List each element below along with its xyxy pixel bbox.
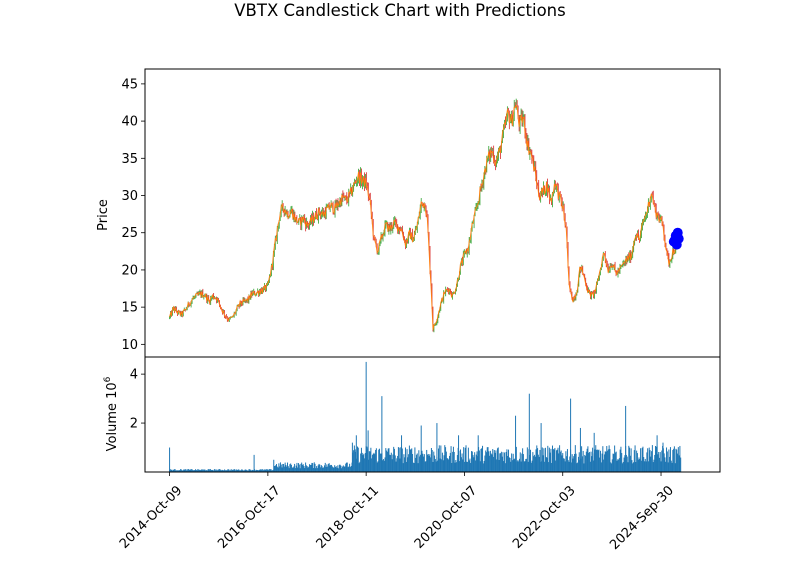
price-marks <box>169 98 684 333</box>
close-price-line <box>169 104 679 331</box>
x-axis-ticks: 2014-Oct-09 2016-Oct-17 2018-Oct-11 2020-Oc… <box>117 472 677 553</box>
x-tick-label: 2020-Oct-07 <box>412 483 480 551</box>
x-tick-label: 2016-Oct-17 <box>215 483 283 551</box>
price-y-tick-label: 40 <box>121 115 138 130</box>
x-tick-label: 2018-Oct-11 <box>314 483 382 551</box>
price-panel: 10 15 20 25 30 35 40 45 Price <box>96 68 721 358</box>
price-y-tick-label: 35 <box>121 152 138 167</box>
chart-title: VBTX Candlestick Chart with Predictions <box>234 1 565 20</box>
volume-y-axis-label-text: Volume 10 <box>105 382 120 451</box>
volume-panel: 24 Volume 106 <box>103 356 721 473</box>
price-y-tick-label: 10 <box>121 338 138 353</box>
volume-y-axis-exponent: 6 <box>103 376 113 382</box>
x-tick-label: 2014-Oct-09 <box>117 483 185 551</box>
volume-marks <box>169 361 682 472</box>
price-y-axis-label: Price <box>96 199 111 231</box>
price-y-ticks: 10 15 20 25 30 35 40 45 <box>121 77 145 353</box>
prediction-point <box>669 235 680 246</box>
x-tick-label: 2024-Sep-30 <box>607 483 677 553</box>
price-y-tick-label: 30 <box>121 189 138 204</box>
volume-y-tick-label: 4 <box>130 368 138 383</box>
volume-y-axis-label: Volume 106 <box>103 376 120 451</box>
volume-y-ticks: 24 <box>130 368 145 432</box>
x-tick-label: 2022-Oct-03 <box>510 483 578 551</box>
volume-y-tick-label: 2 <box>130 417 138 432</box>
price-y-tick-label: 15 <box>121 301 138 316</box>
price-y-tick-label: 45 <box>121 77 138 92</box>
price-y-tick-label: 20 <box>121 263 138 278</box>
price-y-tick-label: 25 <box>121 226 138 241</box>
volume-panel-frame <box>144 356 721 473</box>
